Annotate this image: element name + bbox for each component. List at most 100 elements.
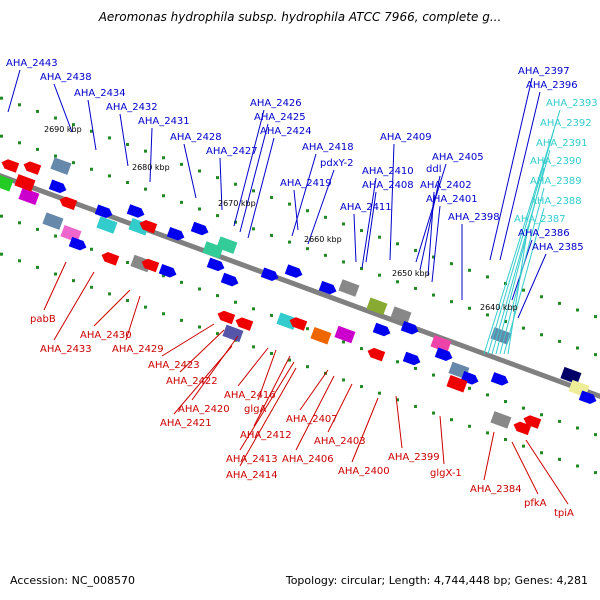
tick-mark (468, 306, 471, 310)
gene-arrow-forward (166, 226, 185, 241)
tick-mark (180, 280, 183, 284)
tick-mark (576, 426, 579, 430)
tick-mark (306, 365, 309, 369)
tick-mark (0, 96, 3, 100)
tick-mark (342, 222, 345, 226)
gene-feature (216, 236, 238, 254)
tick-mark (198, 169, 201, 173)
gene-feature (390, 306, 412, 324)
tick-mark (216, 176, 219, 180)
gene-feature (96, 216, 118, 234)
trna-gene-label: AHA_2391 (536, 138, 588, 149)
tick-mark (216, 214, 219, 218)
gene-feature (338, 279, 360, 297)
tick-mark (522, 288, 525, 292)
tick-mark (558, 457, 561, 461)
forward-gene-label: AHA_2432 (106, 102, 158, 113)
reverse-gene-label: AHA_2433 (40, 344, 92, 355)
gene-arrow-reverse (523, 415, 542, 429)
gene-arrow-reverse (513, 421, 532, 436)
forward-gene-label: pdxY-2 (320, 158, 354, 169)
reverse-gene-leader-line (239, 367, 297, 467)
tick-mark (108, 292, 111, 296)
forward-gene-label: AHA_2397 (518, 66, 570, 77)
gene-arrow-reverse (23, 161, 42, 175)
trna-gene-label: AHA_2390 (530, 156, 582, 167)
tick-mark (270, 313, 273, 317)
reverse-gene-leader-line (53, 271, 95, 341)
forward-gene-label: AHA_2398 (448, 212, 500, 223)
forward-gene-leader-line (499, 91, 541, 261)
tick-mark (18, 141, 21, 145)
gene-feature (446, 374, 468, 393)
reverse-gene-label: AHA_2384 (470, 484, 522, 495)
gene-arrow-reverse (289, 317, 308, 331)
gene-labels: AHA_2443 AHA_2438 AHA_2434 AHA_2432 AHA_2431… (6, 58, 598, 519)
forward-gene-label: AHA_2405 (432, 152, 484, 163)
tick-mark (540, 295, 543, 299)
tick-mark (90, 167, 93, 171)
gene-feature (334, 325, 356, 344)
trna-gene-leader-line (487, 129, 555, 355)
tick-mark (126, 299, 129, 303)
tick-mark (468, 386, 471, 390)
gene-feature (42, 212, 64, 230)
tick-mark (36, 265, 39, 269)
tick-mark (378, 391, 381, 395)
scale-label: 2690 kbp (44, 125, 82, 134)
tick-mark (180, 200, 183, 204)
tick-mark (162, 194, 165, 198)
gene-arrow-forward (372, 322, 391, 337)
tick-mark (234, 300, 237, 304)
reverse-gene-label: AHA_2420 (178, 404, 230, 415)
forward-gene-label: AHA_2427 (206, 146, 258, 157)
reverse-gene-label: AHA_2403 (314, 436, 366, 447)
tick-mark (594, 315, 597, 319)
reverse-gene-label: AHA_2414 (226, 470, 278, 481)
gene-feature (310, 326, 332, 345)
tick-mark (450, 262, 453, 266)
reverse-gene-leader-line (125, 295, 141, 341)
reverse-gene-label: pabB (30, 314, 56, 325)
forward-gene-label: AHA_2418 (302, 142, 354, 153)
reverse-gene-label: AHA_2422 (166, 376, 218, 387)
forward-gene-leader-line (489, 77, 533, 261)
reverse-gene-leader-line (327, 383, 353, 433)
tick-mark (234, 220, 237, 224)
scale-label: 2660 kbp (304, 235, 342, 244)
tick-mark (36, 227, 39, 231)
forward-gene-leader-line (7, 69, 21, 113)
gene-arrow-reverse (139, 220, 158, 234)
tick-mark (288, 202, 291, 206)
forward-gene-leader-line (353, 213, 357, 263)
forward-gene-leader-line (87, 99, 97, 151)
tick-mark (270, 233, 273, 237)
tick-mark (594, 433, 597, 437)
tick-mark (306, 247, 309, 251)
tick-mark (396, 280, 399, 284)
reverse-gene-label: AHA_2407 (286, 414, 338, 425)
tick-mark (180, 318, 183, 322)
tick-mark (522, 326, 525, 330)
reverse-gene-label: AHA_2430 (80, 330, 132, 341)
tick-mark (0, 214, 3, 218)
tick-mark (162, 156, 165, 160)
gene-feature (60, 225, 82, 243)
reverse-gene-label: AHA_2400 (338, 466, 390, 477)
gene-arrow-forward (578, 390, 597, 404)
tick-mark (54, 154, 57, 158)
tick-mark (0, 134, 3, 138)
tick-mark (270, 351, 273, 355)
tick-mark (126, 181, 129, 185)
trna-gene-leader-line (499, 187, 545, 355)
reverse-gene-label: AHA_2406 (282, 454, 334, 465)
tick-mark (162, 274, 165, 278)
forward-gene-leader-line (361, 177, 377, 269)
forward-gene-label: AHA_2424 (260, 126, 312, 137)
reverse-gene-leader-line (179, 329, 225, 373)
tick-mark (144, 305, 147, 309)
forward-gene-label: AHA_2411 (340, 202, 392, 213)
tick-mark (270, 195, 273, 199)
